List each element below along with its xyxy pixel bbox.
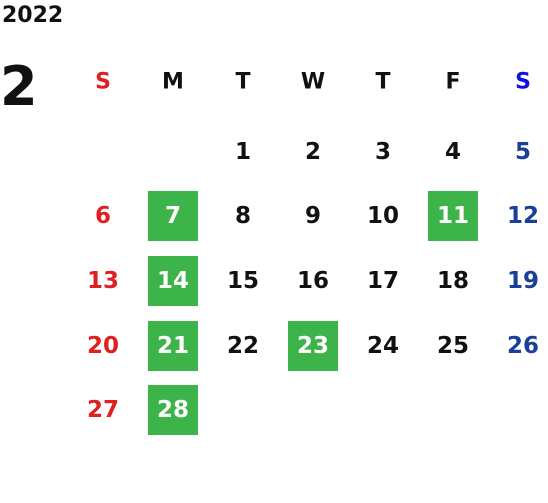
day: 5 (514, 139, 531, 165)
day: 27 (86, 397, 119, 423)
day: 25 (436, 333, 469, 359)
highlighted-day: 14 (148, 256, 198, 306)
weekday: S (95, 69, 111, 95)
highlighted-day: 11 (428, 191, 478, 241)
day: 6 (94, 203, 111, 229)
day: 17 (366, 268, 399, 294)
day: 16 (296, 268, 329, 294)
weekday: S (515, 69, 531, 95)
highlighted-day: 21 (148, 321, 198, 371)
day: 22 (226, 333, 259, 359)
day: 18 (436, 268, 469, 294)
weekday: T (375, 69, 391, 95)
weekday: M (162, 69, 184, 95)
day: 19 (506, 268, 539, 294)
weekday: T (235, 69, 251, 95)
day: 1 (234, 139, 251, 165)
day: 4 (444, 139, 461, 165)
day: 9 (304, 203, 321, 229)
day: 24 (366, 333, 399, 359)
day: 13 (86, 268, 119, 294)
day: 26 (506, 333, 539, 359)
weekday: W (300, 69, 326, 95)
highlighted-day: 23 (288, 321, 338, 371)
year: 2022 (2, 3, 64, 28)
day: 2 (304, 139, 321, 165)
weekday: F (445, 69, 461, 95)
day: 3 (374, 139, 391, 165)
month: 2 (0, 55, 38, 118)
day: 20 (86, 333, 119, 359)
highlighted-day: 7 (148, 191, 198, 241)
day: 15 (226, 268, 259, 294)
day: 10 (366, 203, 399, 229)
day: 12 (506, 203, 539, 229)
highlighted-day: 28 (148, 385, 198, 435)
day: 8 (234, 203, 251, 229)
